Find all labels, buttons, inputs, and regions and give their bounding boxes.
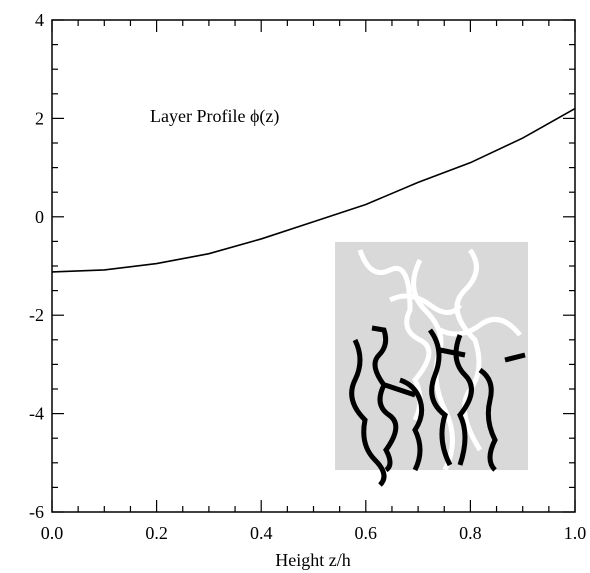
x-tick-label: 0.0 [41, 523, 64, 543]
y-tick-label: -2 [29, 305, 44, 325]
y-tick-label: -4 [29, 404, 44, 424]
x-axis-label: Height z/h [275, 550, 350, 570]
y-tick-label: -6 [29, 502, 44, 522]
annotation: Layer Profile ϕ(z) [150, 106, 279, 127]
x-tick-label: 0.6 [355, 523, 378, 543]
y-tick-label: 4 [35, 10, 44, 30]
inset-image [335, 242, 528, 487]
y-tick-label: 0 [35, 207, 44, 227]
y-tick-label: 2 [35, 108, 44, 128]
x-tick-label: 0.4 [250, 523, 273, 543]
x-tick-label: 1.0 [564, 523, 587, 543]
line-series [51, 107, 576, 273]
x-tick-label: 0.2 [145, 523, 168, 543]
x-tick-label: 0.8 [459, 523, 482, 543]
